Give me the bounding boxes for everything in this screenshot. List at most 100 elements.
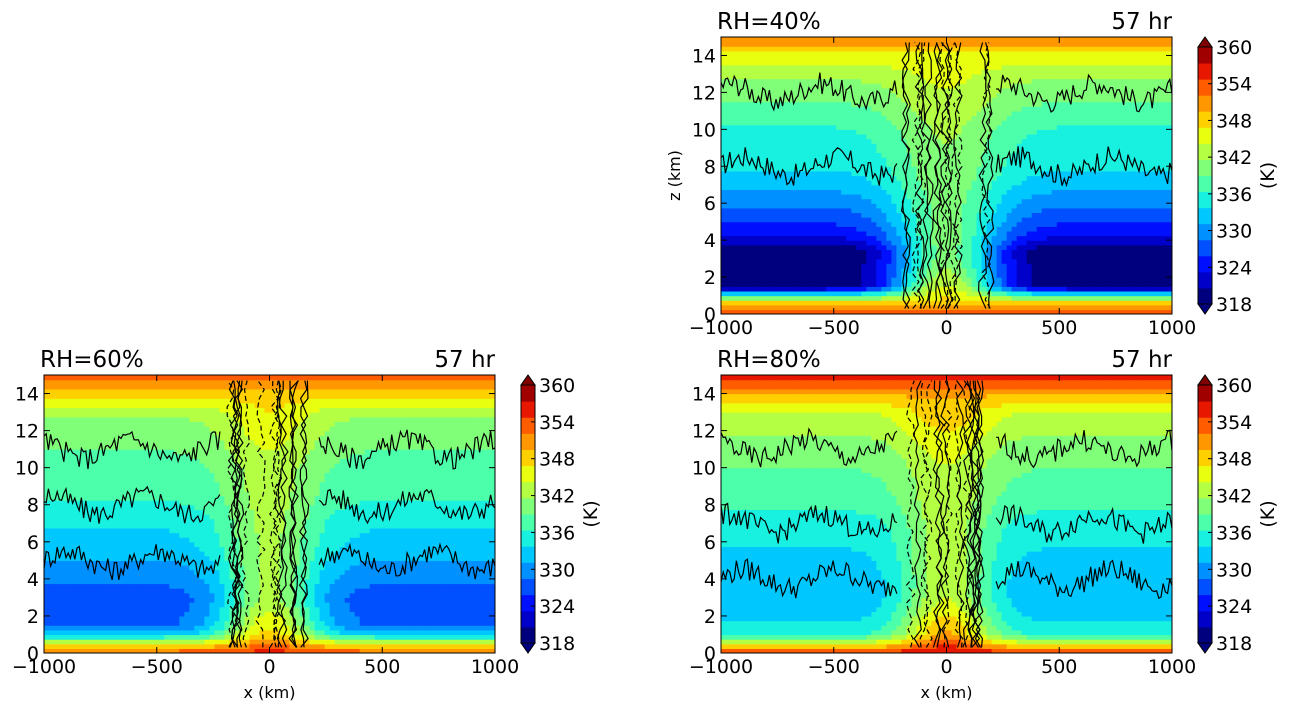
field-cell <box>1126 221 1133 227</box>
field-cell <box>721 244 727 250</box>
field-cell <box>1066 290 1073 297</box>
field-cell <box>1126 138 1133 144</box>
field-cell <box>991 290 998 297</box>
field-cell <box>1001 300 1008 306</box>
field-cell <box>941 240 948 246</box>
field-cell <box>1056 106 1063 112</box>
field-cell <box>771 157 777 163</box>
field-cell <box>1141 87 1148 93</box>
field-cell <box>1021 64 1028 70</box>
field-cell <box>846 221 852 227</box>
field-cell <box>1116 203 1123 209</box>
field-cell <box>1066 281 1073 287</box>
field-cell <box>941 55 948 61</box>
field-cell <box>971 309 978 314</box>
field-cell <box>826 133 832 140</box>
field-cell <box>1126 253 1133 260</box>
field-cell <box>881 272 887 278</box>
field-cell <box>1006 133 1013 140</box>
field-cell <box>1091 166 1098 172</box>
field-cell <box>731 217 737 223</box>
field-cell <box>1061 189 1068 195</box>
field-cell <box>936 212 943 218</box>
field-cell <box>1001 133 1008 140</box>
field-cell <box>911 120 918 126</box>
field-cell <box>1021 97 1028 103</box>
field-cell <box>776 124 782 130</box>
field-cell <box>1081 217 1088 223</box>
field-cell <box>971 147 978 154</box>
field-cell <box>841 203 847 209</box>
field-cell <box>831 133 837 140</box>
field-cell <box>786 73 792 80</box>
field-cell <box>1116 189 1123 195</box>
field-cell <box>1046 221 1053 227</box>
field-cell <box>1106 110 1113 117</box>
field-cell <box>1091 78 1098 84</box>
field-cell <box>1051 217 1058 223</box>
field-cell <box>956 217 963 223</box>
field-cell <box>1096 106 1103 112</box>
field-cell <box>1131 138 1138 144</box>
field-cell <box>1046 235 1053 241</box>
field-cell <box>1106 230 1113 237</box>
field-cell <box>721 295 727 301</box>
field-cell <box>906 304 913 310</box>
field-cell <box>1006 170 1013 177</box>
field-cell <box>1111 152 1118 158</box>
field-cell <box>1156 78 1163 84</box>
field-cell <box>806 244 812 250</box>
field-cell <box>976 175 983 181</box>
field-cell <box>851 166 857 172</box>
field-cell <box>741 115 747 121</box>
field-cell <box>1081 263 1088 269</box>
field-cell <box>1121 69 1128 75</box>
field-cell <box>746 115 752 121</box>
field-cell <box>1006 281 1013 287</box>
field-cell <box>1026 166 1033 172</box>
field-cell <box>1106 281 1113 287</box>
field-cell <box>1101 221 1108 227</box>
field-cell <box>936 143 943 149</box>
field-cell <box>851 87 857 93</box>
field-cell <box>1096 143 1103 149</box>
field-cell <box>1161 143 1168 149</box>
field-cell <box>886 263 892 269</box>
field-cell <box>841 221 847 227</box>
field-cell <box>881 230 887 237</box>
field-cell <box>1031 281 1038 287</box>
field-cell <box>781 133 787 140</box>
field-cell <box>991 69 998 75</box>
field-cell <box>831 87 837 93</box>
field-cell <box>1076 253 1083 260</box>
field-cell <box>891 212 897 218</box>
field-cell <box>891 115 897 121</box>
field-cell <box>921 73 928 80</box>
field-cell <box>866 138 872 144</box>
field-cell <box>1086 189 1093 195</box>
field-cell <box>1096 235 1103 241</box>
field-cell <box>731 87 737 93</box>
field-cell <box>926 166 933 172</box>
field-cell <box>1041 87 1048 93</box>
field-cell <box>1006 189 1013 195</box>
field-cell <box>741 64 747 70</box>
field-cell <box>771 110 777 117</box>
field-cell <box>1106 300 1113 306</box>
field-cell <box>876 304 882 310</box>
field-cell <box>1006 166 1013 172</box>
field-cell <box>856 106 862 112</box>
field-cell <box>961 193 968 200</box>
field-cell <box>836 207 842 214</box>
field-cell <box>746 120 752 126</box>
field-cell <box>876 92 882 98</box>
field-cell <box>1136 258 1143 264</box>
field-cell <box>881 133 887 140</box>
field-cell <box>776 152 782 158</box>
field-cell <box>1166 138 1172 144</box>
field-cell <box>821 101 827 107</box>
field-cell <box>906 101 913 107</box>
field-cell <box>1131 253 1138 260</box>
field-cell <box>1106 258 1113 264</box>
field-cell <box>831 64 837 70</box>
